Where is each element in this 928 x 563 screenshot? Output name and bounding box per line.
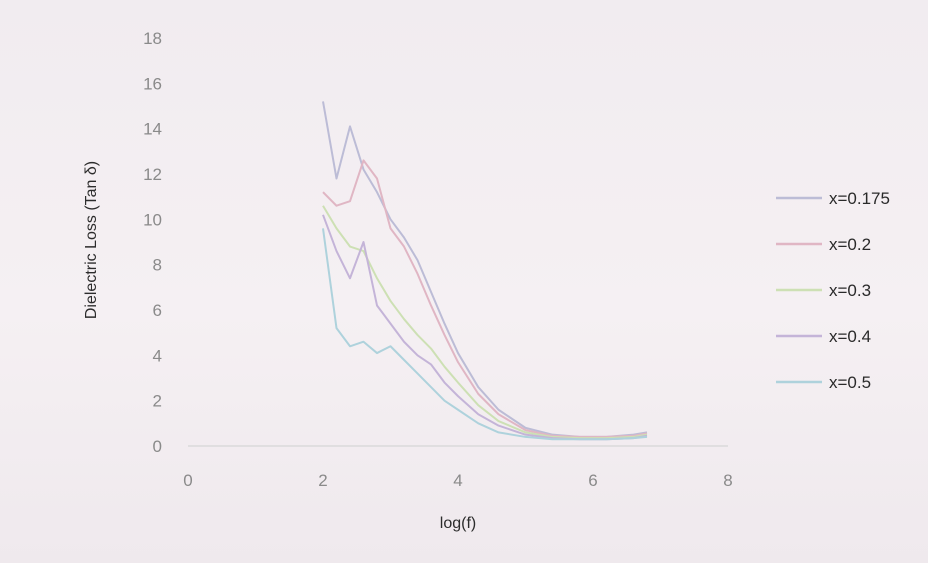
x-axis-ticks: 0 2 4 6 8 [183,471,732,490]
series-line [322,205,648,440]
legend-label: x=0.5 [829,373,871,392]
x-axis-title: log(f) [440,515,476,532]
series-lines [322,101,648,441]
x-tick-label: 4 [453,471,462,490]
x-tick-label: 6 [588,471,597,490]
y-tick-label: 16 [143,74,162,93]
y-tick-label: 14 [143,120,162,139]
legend-label: x=0.4 [829,327,871,346]
y-tick-label: 12 [143,165,162,184]
y-tick-label: 4 [153,346,162,365]
x-tick-label: 2 [318,471,327,490]
legend-label: x=0.3 [829,281,871,300]
legend: x=0.175 x=0.2 x=0.3 x=0.4 x=0.5 [776,189,890,392]
y-tick-label: 8 [153,256,162,275]
series-line [322,214,648,441]
x-tick-label: 8 [723,471,732,490]
legend-label: x=0.175 [829,189,890,208]
series-line [322,228,648,441]
y-tick-label: 2 [153,392,162,411]
series-line [322,159,648,438]
legend-label: x=0.2 [829,235,871,254]
y-axis-title: Dielectric Loss (Tan δ) [83,161,100,319]
y-tick-label: 0 [153,437,162,456]
y-tick-label: 10 [143,210,162,229]
y-tick-label: 6 [153,301,162,320]
x-tick-label: 0 [183,471,192,490]
y-axis-ticks: 0 2 4 6 8 10 12 14 16 18 [143,29,162,456]
y-tick-label: 18 [143,29,162,48]
